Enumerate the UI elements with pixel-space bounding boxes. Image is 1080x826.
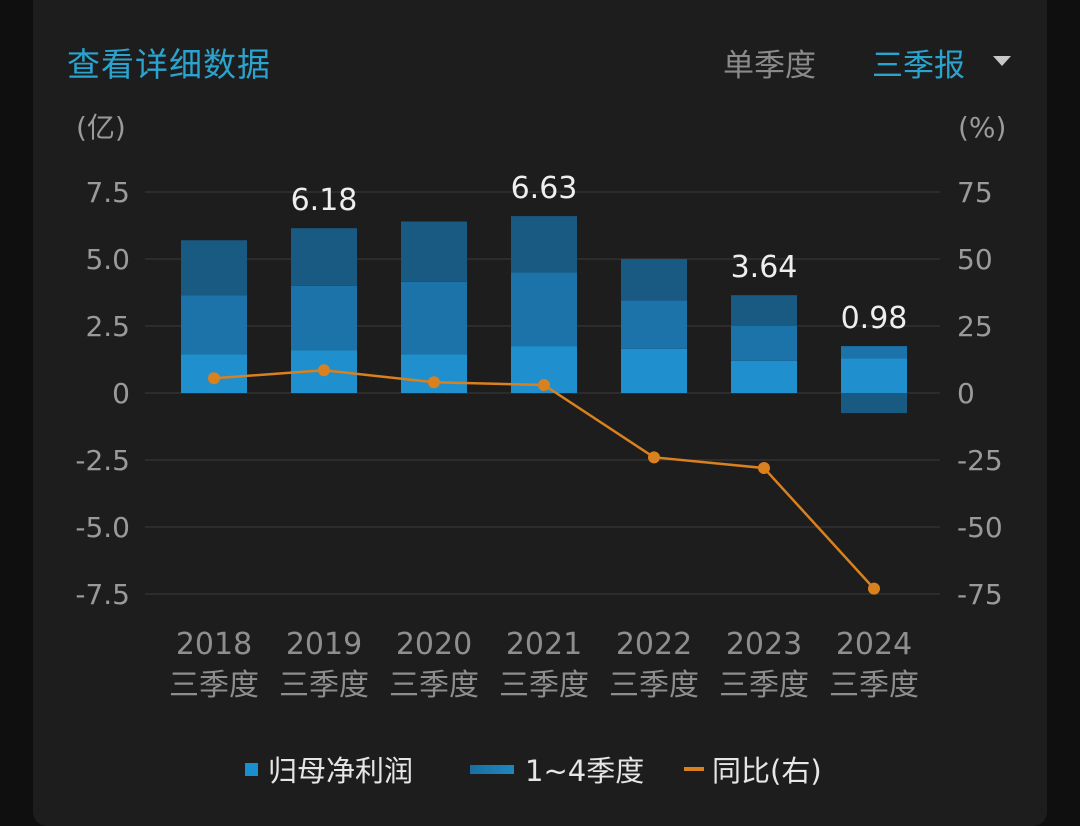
y-tick-label: 5.0 [85, 243, 130, 276]
bar-segment-q2 [841, 346, 907, 359]
x-tick-label: 2019 [286, 627, 362, 662]
bar-segment-q2 [731, 326, 797, 361]
y-tick-label: 7.5 [85, 176, 130, 209]
y-tick-label: -5.0 [75, 511, 130, 544]
right-axis-unit: (%) [958, 111, 1006, 144]
x-tick-label: 三季度 [279, 668, 369, 703]
bar-segment-q3 [621, 259, 687, 301]
x-tick-label: 三季度 [169, 668, 259, 703]
legend-label-net-profit: 归母净利润 [268, 754, 414, 788]
y2-tick-label: -75 [957, 578, 1003, 611]
bar-segment-q2 [511, 272, 577, 347]
yoy-point [208, 372, 220, 385]
x-tick-label: 2023 [726, 627, 802, 662]
bar-segment-q1 [731, 360, 797, 393]
x-tick-label: 2021 [506, 627, 582, 662]
bar-segment-q2 [401, 281, 467, 355]
data-label: 6.63 [511, 171, 578, 206]
x-tick-label: 三季度 [389, 668, 479, 703]
bar-segment-q3 [841, 393, 907, 414]
bar-segment-q2 [621, 300, 687, 349]
y2-tick-label: -25 [957, 444, 1003, 477]
y2-tick-label: 50 [957, 243, 993, 276]
bar-segment-q3 [731, 295, 797, 326]
y-tick-label: 0 [112, 377, 130, 410]
data-label: 0.98 [841, 301, 908, 336]
x-tick-label: 三季度 [609, 668, 699, 703]
bar-segment-q3 [291, 228, 357, 286]
data-label: 3.64 [731, 250, 798, 285]
legend-label-quarters: 1~4季度 [525, 754, 645, 788]
yoy-point [538, 378, 550, 391]
legend-swatch-net-profit [245, 763, 258, 776]
y-tick-label: 2.5 [85, 310, 130, 343]
legend-swatch-yoy [684, 767, 704, 771]
bar-segment-q3 [401, 221, 467, 282]
yoy-point [758, 462, 770, 475]
y2-tick-label: 0 [957, 377, 975, 410]
bar-segment-q1 [621, 348, 687, 393]
bar-segment-q1 [841, 358, 907, 393]
legend-label-yoy: 同比(右) [712, 754, 822, 788]
x-tick-label: 2020 [396, 627, 472, 662]
x-tick-label: 2018 [176, 627, 252, 662]
report-period-selector[interactable]: 三季报 [872, 48, 965, 84]
chevron-down-icon[interactable] [993, 56, 1011, 66]
x-tick-label: 三季度 [719, 668, 809, 703]
x-tick-label: 2022 [616, 627, 692, 662]
bar-segment-q2 [181, 295, 247, 355]
y-tick-label: -2.5 [75, 444, 130, 477]
legend-swatch-quarters [470, 765, 514, 774]
x-tick-label: 2024 [836, 627, 912, 662]
bar-segment-q3 [181, 240, 247, 296]
data-label: 6.18 [291, 183, 358, 218]
y2-tick-label: 75 [957, 176, 993, 209]
bar-segment-q3 [511, 216, 577, 273]
y2-tick-label: -50 [957, 511, 1003, 544]
yoy-point [648, 451, 660, 464]
legend: 归母净利润 1~4季度 同比(右) [0, 748, 1080, 788]
y-tick-label: -7.5 [75, 578, 130, 611]
yoy-point [428, 376, 440, 389]
yoy-line [213, 368, 875, 590]
x-tick-label: 三季度 [829, 668, 919, 703]
view-details-link[interactable]: 查看详细数据 [67, 45, 271, 84]
single-quarter-option[interactable]: 单季度 [723, 48, 816, 84]
bar-segment-q2 [291, 285, 357, 351]
yoy-point [318, 364, 330, 377]
yoy-point [868, 582, 880, 595]
y2-tick-label: 25 [957, 310, 993, 343]
x-tick-label: 三季度 [499, 668, 589, 703]
left-axis-unit: (亿) [76, 111, 126, 144]
